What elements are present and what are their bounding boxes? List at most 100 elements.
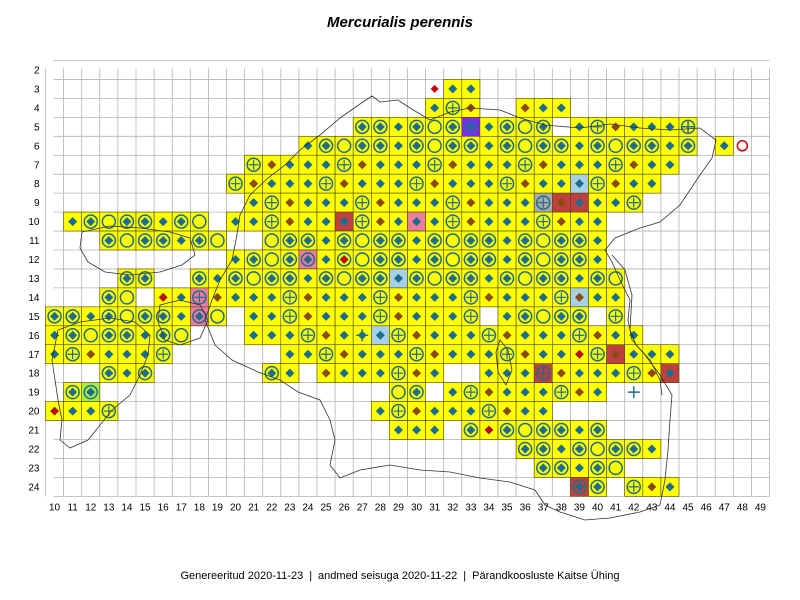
occurrence-diamond	[538, 330, 548, 340]
occurrence-diamond	[665, 482, 675, 492]
occurrence-diamond	[430, 311, 440, 321]
occurrence-diamond	[303, 292, 313, 302]
occurrence-ring	[409, 119, 424, 135]
occurrence-ring	[355, 119, 370, 135]
occurrence-ring	[427, 138, 442, 154]
occurrence-ring	[572, 252, 587, 267]
occurrence-ring	[536, 119, 551, 135]
occurrence-cross	[411, 349, 422, 360]
occurrence-diamond	[267, 330, 277, 340]
occurrence-cross	[266, 216, 277, 227]
row-label: 24	[28, 482, 40, 493]
occurrence-diamond	[285, 217, 295, 227]
occurrence-diamond	[357, 349, 367, 359]
occurrence-diamond	[303, 141, 313, 151]
occurrence-ring	[409, 176, 424, 191]
occurrence-diamond	[520, 406, 530, 416]
occurrence-ring	[282, 290, 298, 305]
occurrence-ring	[445, 214, 460, 229]
row-label: 16	[28, 331, 40, 342]
col-label: 17	[176, 502, 188, 513]
occurrence-cross	[502, 178, 513, 189]
col-label: 18	[194, 502, 206, 513]
occurrence-ring	[282, 309, 298, 324]
occurrence-cross	[447, 197, 458, 208]
occurrence-diamond	[357, 122, 367, 132]
occurrence-diamond	[484, 349, 494, 359]
occurrence-ring	[282, 271, 298, 286]
row-label: 22	[28, 445, 40, 456]
occurrence-ring	[463, 309, 479, 324]
occurrence-ring	[391, 328, 406, 343]
occurrence-ring	[119, 290, 135, 305]
coastline-path	[204, 95, 717, 521]
occurrence-diamond	[466, 425, 476, 435]
footer: Genereeritud 2020-11-23 | andmed seisuga 2…	[0, 570, 800, 582]
occurrence-diamond	[466, 330, 476, 340]
col-label: 49	[755, 502, 767, 513]
occurrence-diamond	[86, 349, 96, 359]
occurrence-ring	[409, 384, 424, 400]
col-label: 12	[85, 502, 97, 513]
occurrence-diamond	[303, 349, 313, 359]
occurrence-ring	[228, 176, 243, 191]
occurrence-diamond	[593, 198, 603, 208]
occurrence-diamond	[321, 198, 331, 208]
occurrence-diamond	[502, 425, 512, 435]
occurrence-diamond	[86, 406, 96, 416]
occurrence-ring	[608, 138, 623, 154]
occurrence-diamond	[357, 179, 367, 189]
occurrence-red-diamond	[430, 84, 439, 93]
occurrence-diamond	[412, 160, 422, 170]
occurrence-diamond	[520, 349, 530, 359]
row-label: 18	[28, 369, 40, 380]
occurrence-diamond	[574, 482, 584, 492]
occurrence-diamond	[430, 179, 440, 189]
occurrence-diamond	[466, 217, 476, 227]
occurrence-ring	[192, 214, 207, 229]
occurrence-diamond	[502, 273, 512, 283]
occurrence-plus	[627, 386, 640, 399]
occurrence-diamond	[303, 160, 313, 170]
occurrence-diamond	[140, 368, 150, 378]
occurrence-diamond	[158, 217, 168, 227]
occurrence-diamond	[502, 122, 512, 132]
occurrence-ring	[427, 119, 442, 135]
occurrence-diamond	[104, 349, 114, 359]
occurrence-ring	[572, 479, 587, 495]
occurrence-ring	[119, 328, 135, 343]
occurrence-ring	[155, 309, 171, 324]
occurrence-ring	[246, 157, 261, 172]
occurrence-ring	[517, 138, 533, 154]
occurrence-ring	[445, 195, 460, 210]
occurrence-ring	[192, 271, 207, 286]
occurrence-diamond	[412, 292, 422, 302]
occurrence-ring	[101, 290, 117, 305]
occurrence-ring	[355, 214, 370, 229]
occurrence-diamond	[430, 236, 440, 246]
occurrence-ring	[590, 441, 605, 457]
occurrence-ring	[608, 441, 623, 457]
occurrence-ring	[101, 328, 117, 343]
col-label: 20	[230, 502, 242, 513]
occurrence-diamond	[303, 217, 313, 227]
occurrence-diamond	[375, 217, 385, 227]
occurrence-diamond	[122, 217, 132, 227]
occurrence-ring	[155, 233, 171, 248]
occurrence-diamond	[231, 254, 241, 264]
occurrence-diamond	[556, 160, 566, 170]
occurrence-diamond	[538, 273, 548, 283]
occurrence-diamond	[249, 179, 259, 189]
occurrence-ring	[554, 290, 569, 305]
occurrence-ring	[572, 441, 587, 457]
occurrence-diamond	[375, 254, 385, 264]
occurrence-ring	[83, 214, 98, 229]
occurrence-ring	[101, 214, 117, 229]
occurrence-diamond	[375, 349, 385, 359]
occurrence-diamond	[556, 368, 566, 378]
occurrence-ring	[210, 233, 225, 248]
occurrence-diamond	[466, 349, 476, 359]
occurrence-diamond	[593, 425, 603, 435]
occurrence-diamond	[593, 160, 603, 170]
footer-separator: |	[463, 570, 467, 582]
